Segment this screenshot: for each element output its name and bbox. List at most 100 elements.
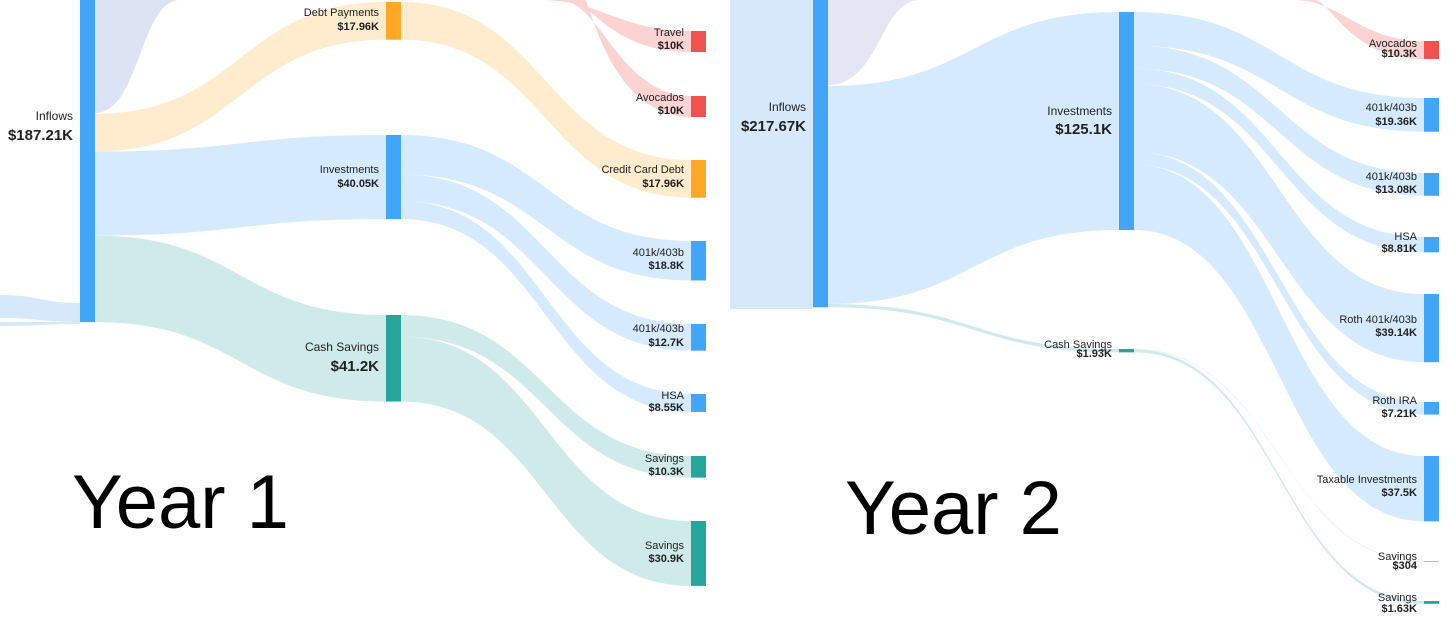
flow [401,315,691,478]
node-bar [1424,456,1439,522]
flow [95,2,386,152]
links [95,2,691,586]
title: Year 1 [72,460,289,545]
node-bar [1424,41,1439,59]
node-name: Cash Savings [305,340,379,354]
node-value: $17.96K [642,178,684,190]
node-name: Roth 401k/403b [1339,314,1417,326]
flow [1134,12,1424,132]
node-value: $187.21K [8,127,73,144]
node-bar [1424,173,1439,196]
node-bar [1424,237,1439,253]
offscreen-flow [95,0,245,113]
flow [1134,164,1424,522]
node-name: Investments [1047,104,1112,118]
node-value: $10.3K [649,466,685,478]
node-value: $10K [658,105,684,117]
node-name: Savings [1378,551,1418,563]
node-bar [80,0,95,323]
node-bar [1119,349,1134,353]
node-name: Cash Savings [1044,339,1112,351]
node-bar [691,241,706,281]
node-bar [691,31,706,52]
inflow-band [0,295,80,322]
node-value: $8.55K [649,402,685,414]
node-value: $7.21K [1382,408,1418,420]
flow [1134,68,1424,253]
node-name: 401k/403b [1366,102,1417,114]
node-value: $40.05K [337,178,379,190]
node-bar [1424,601,1439,604]
node-value: $125.1K [1055,121,1112,138]
node-value: $41.2K [331,358,380,375]
panel-year-2: Inflows $217.67K Investments $125.1K Cash Sa… [730,0,1439,615]
node-value: $10K [658,40,684,52]
offscreen-flow [1295,0,1424,59]
flow [401,201,691,412]
flow [1134,45,1424,196]
flow [828,303,1119,353]
node-name: HSA [661,390,684,402]
node-name: Investments [320,164,380,176]
flow [95,135,386,236]
node-name: Taxable Investments [1317,474,1418,486]
inflow-band [0,322,80,326]
node-bar [1119,12,1134,230]
node-name: Roth IRA [1372,395,1417,407]
node-name: 401k/403b [1366,171,1417,183]
node-bar [1424,561,1439,562]
flow [95,235,386,402]
panel-year-1: Inflows $187.21K Debt Payments $17.96K Inves… [0,0,706,586]
node-name: 401k/403b [633,247,684,259]
flow [401,2,691,198]
flow [401,336,691,586]
node-value: $17.96K [337,21,379,33]
inflow-band [730,0,813,309]
flow [1134,152,1424,415]
node-bar [386,135,401,220]
node-name: Credit Card Debt [601,164,684,176]
separator [715,0,730,623]
node-value: $18.8K [649,260,685,272]
node-name: Inflows [769,100,806,114]
links [828,12,1424,604]
node-bar [386,315,401,402]
node-value: $217.67K [741,118,806,135]
flow [401,174,691,351]
node-bar [813,0,828,308]
node-name: Debt Payments [304,7,380,19]
flow [828,12,1119,304]
node-value: $8.81K [1382,243,1418,255]
node-name: 401k/403b [633,323,684,335]
node-value: $1.93K [1077,348,1113,360]
node-value: $304 [1393,560,1418,572]
node-bar [691,394,706,412]
node-name: HSA [1394,231,1417,243]
node-value: $37.5K [1382,487,1418,499]
node-bar [1424,98,1439,132]
node-value: $19.36K [1375,116,1417,128]
node-bar [1424,402,1439,415]
node-name: Savings [645,453,685,465]
node-name: Savings [645,540,685,552]
flow [1134,83,1424,363]
flow [401,135,691,281]
node-bar [691,324,706,351]
node-bar [691,160,706,198]
offscreen-flow [540,0,691,52]
flow [1134,349,1424,604]
title: Year 2 [845,466,1062,551]
node-value: $30.9K [649,553,685,565]
node-value: $12.7K [649,337,685,349]
node-name: Travel [654,27,684,39]
node-value: $39.14K [1375,327,1417,339]
node-bar [691,521,706,586]
flow [1134,348,1424,562]
node-value: $1.63K [1382,603,1418,615]
node-bar [691,456,706,478]
offscreen-flow [560,0,691,117]
node-name: Avocados [636,92,685,104]
node-bar [386,2,401,40]
